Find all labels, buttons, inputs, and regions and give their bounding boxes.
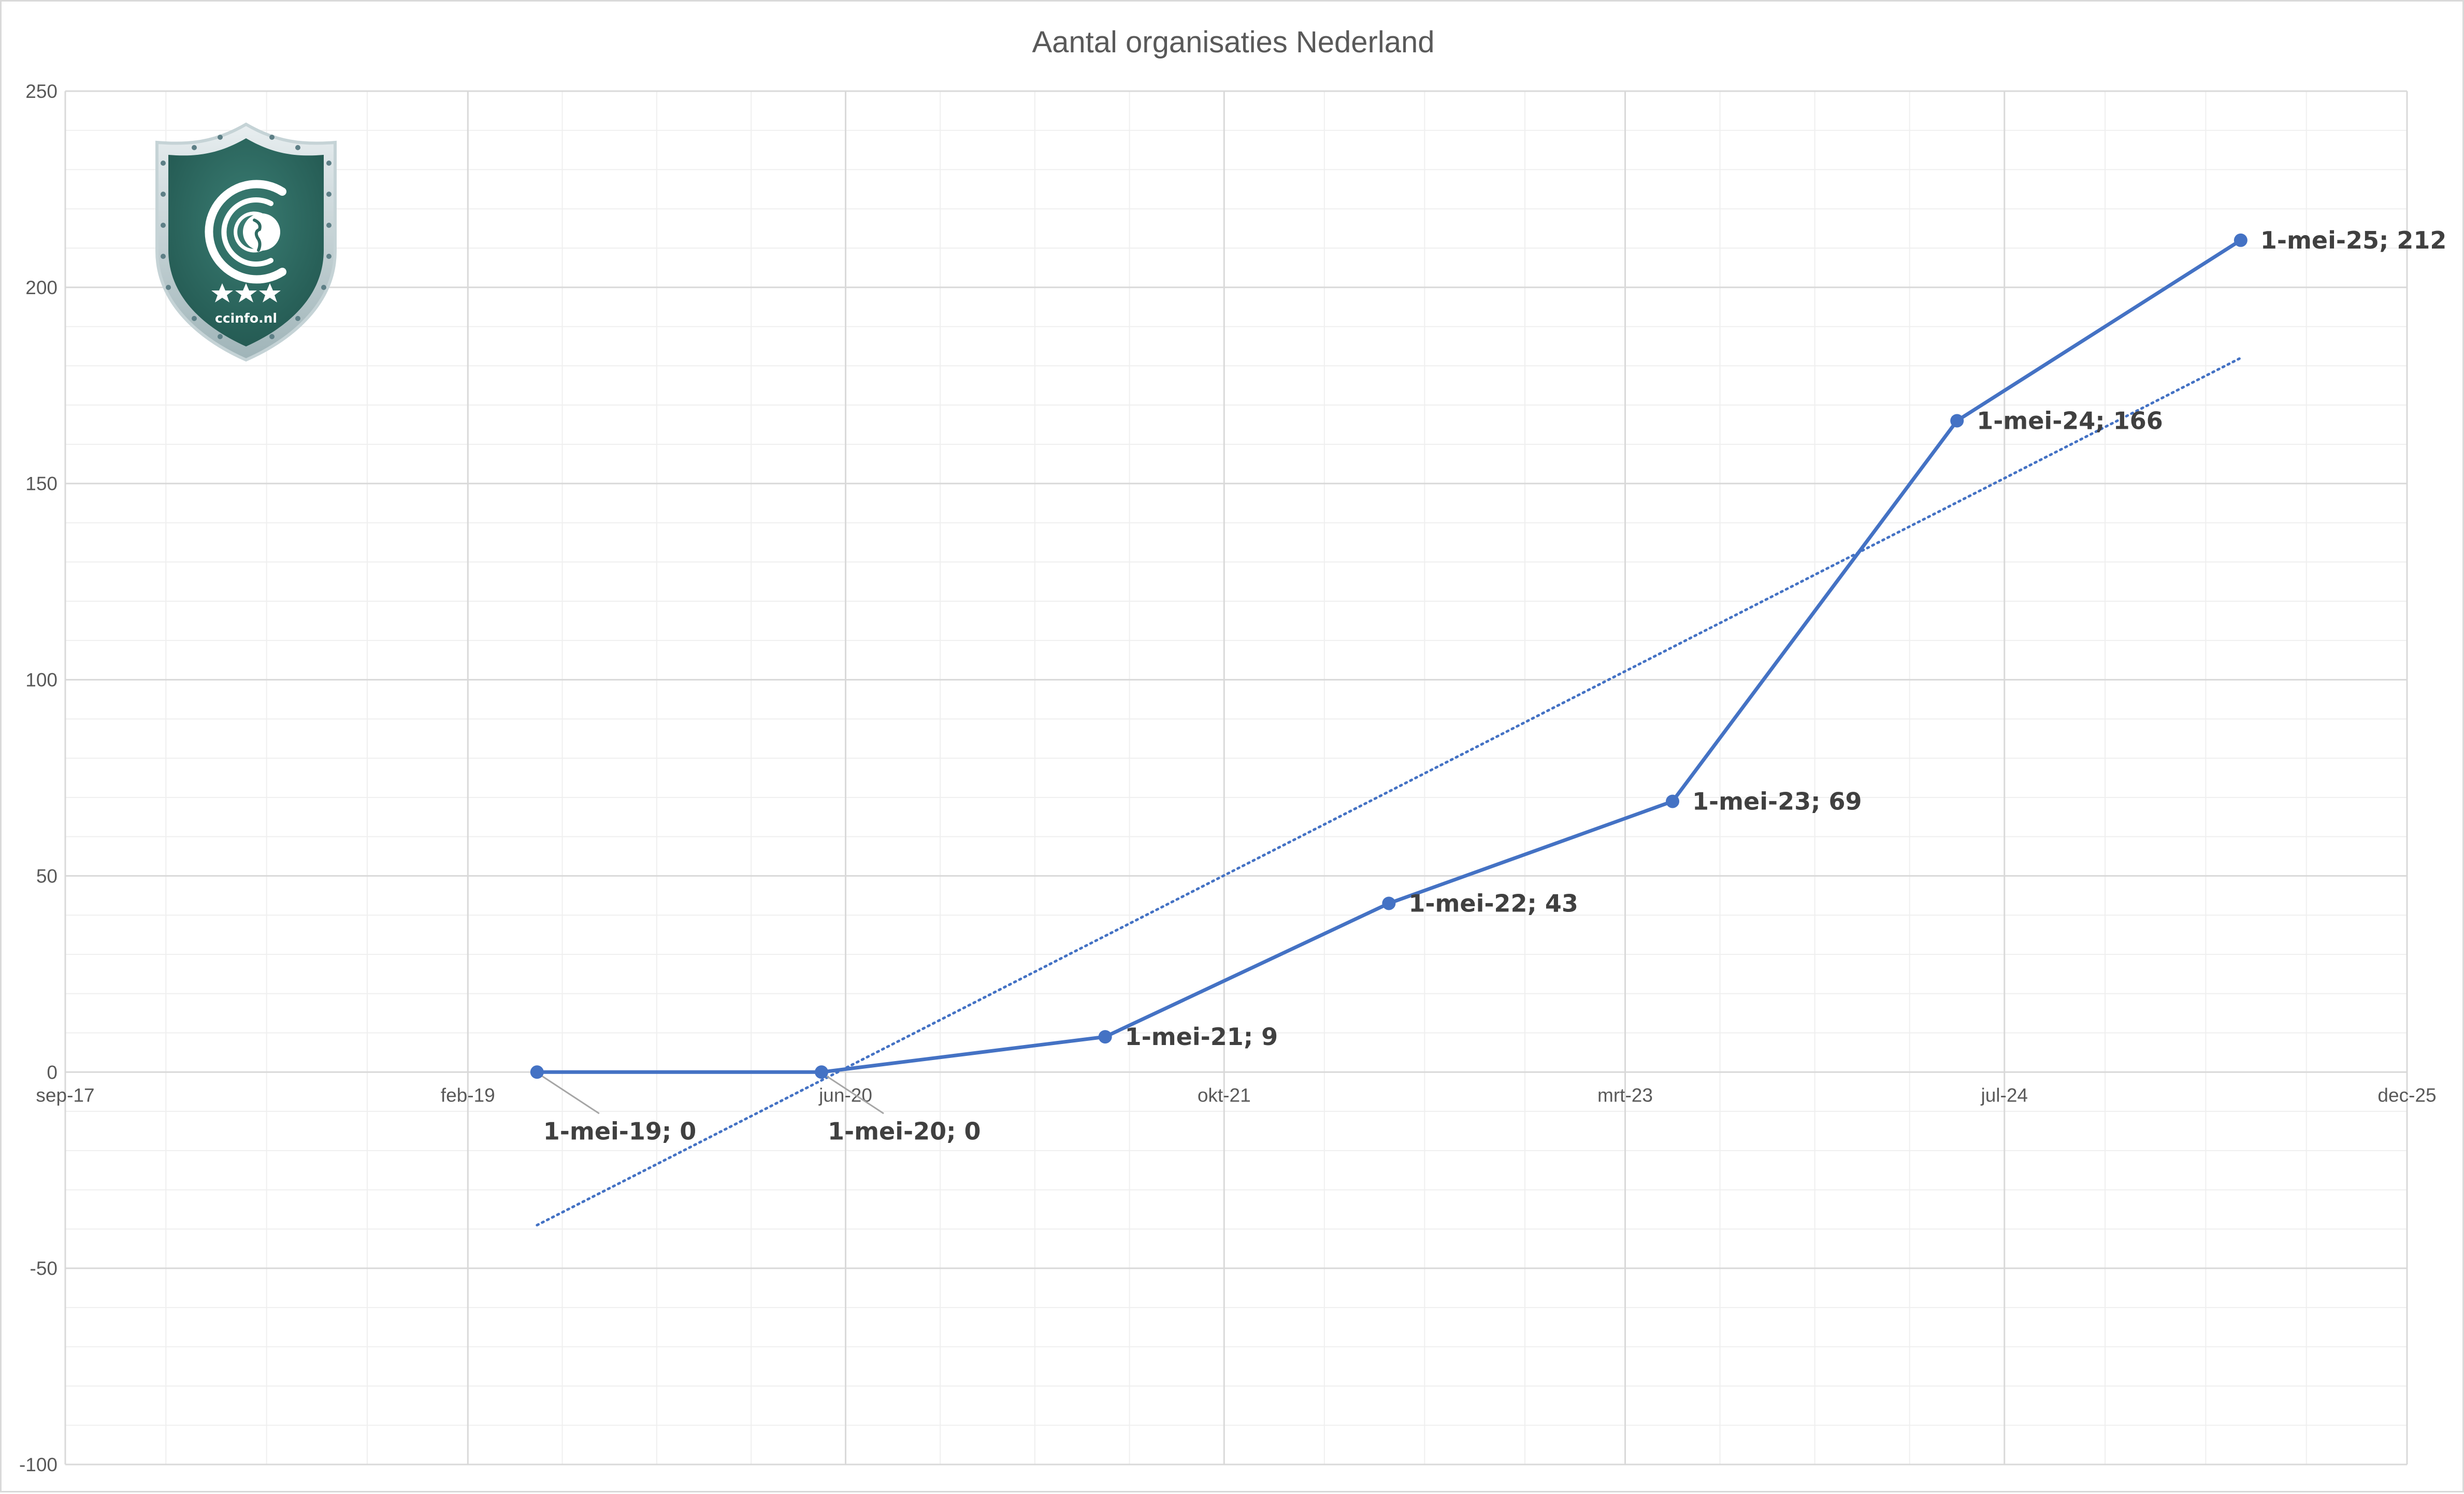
- series-line: [537, 238, 2242, 1074]
- data-point: [1950, 414, 1964, 428]
- y-tick-label: 100: [25, 670, 57, 691]
- x-axis-tick-labels: sep-17 feb-19 jun-20 okt-21 mrt-23 jul-24 dec-…: [36, 1084, 2436, 1106]
- data-label: 1-mei-19; 0: [543, 1117, 697, 1145]
- data-point: [2234, 233, 2247, 247]
- data-point: [530, 1065, 544, 1079]
- data-point: [814, 1065, 828, 1079]
- data-point: [1382, 896, 1396, 910]
- chart-title: Aantal organisaties Nederland: [1032, 25, 1434, 59]
- data-label: 1-mei-23; 69: [1692, 787, 1862, 815]
- data-label: 1-mei-24; 166: [1977, 407, 2163, 434]
- logo-text: ccinfo.nl: [215, 311, 277, 326]
- y-tick-label: 200: [25, 277, 57, 298]
- data-label: 1-mei-22; 43: [1408, 889, 1578, 917]
- y-tick-label: 150: [25, 473, 57, 495]
- x-tick-label: mrt-23: [1597, 1084, 1653, 1106]
- y-tick-label: 50: [36, 865, 57, 887]
- y-axis-tick-labels: 250 200 150 100 50 0 -50 -100: [19, 81, 57, 1475]
- x-tick-label: jul-24: [1980, 1084, 2028, 1106]
- x-tick-label: okt-21: [1198, 1084, 1251, 1106]
- leader-line: [823, 1074, 884, 1114]
- y-tick-label: 0: [47, 1062, 57, 1083]
- x-tick-label: dec-25: [2377, 1084, 2436, 1106]
- leader-line: [538, 1074, 600, 1114]
- minor-gridlines: [65, 91, 2407, 1464]
- data-point: [1098, 1030, 1112, 1044]
- data-label: 1-mei-25; 212: [2260, 226, 2447, 254]
- data-labels: 1-mei-19; 0 1-mei-20; 0 1-mei-21; 9 1-mei-2…: [543, 226, 2447, 1145]
- data-label: 1-mei-21; 9: [1125, 1023, 1278, 1051]
- data-markers: [530, 233, 2247, 1079]
- stars-icon: [211, 283, 281, 302]
- y-tick-label: 250: [25, 81, 57, 102]
- x-tick-label: sep-17: [36, 1084, 94, 1106]
- major-gridlines: [64, 90, 2408, 1466]
- label-leader-lines: [538, 1074, 884, 1114]
- data-point: [1666, 794, 1680, 808]
- trendline: [536, 356, 2242, 1227]
- x-tick-label: feb-19: [441, 1084, 495, 1106]
- globe-c-icon: [205, 180, 286, 284]
- y-tick-label: -100: [19, 1454, 57, 1475]
- y-tick-label: -50: [30, 1258, 57, 1279]
- data-label: 1-mei-20; 0: [828, 1117, 981, 1145]
- ccinfo-logo-shield: ccinfo.nl: [155, 122, 337, 362]
